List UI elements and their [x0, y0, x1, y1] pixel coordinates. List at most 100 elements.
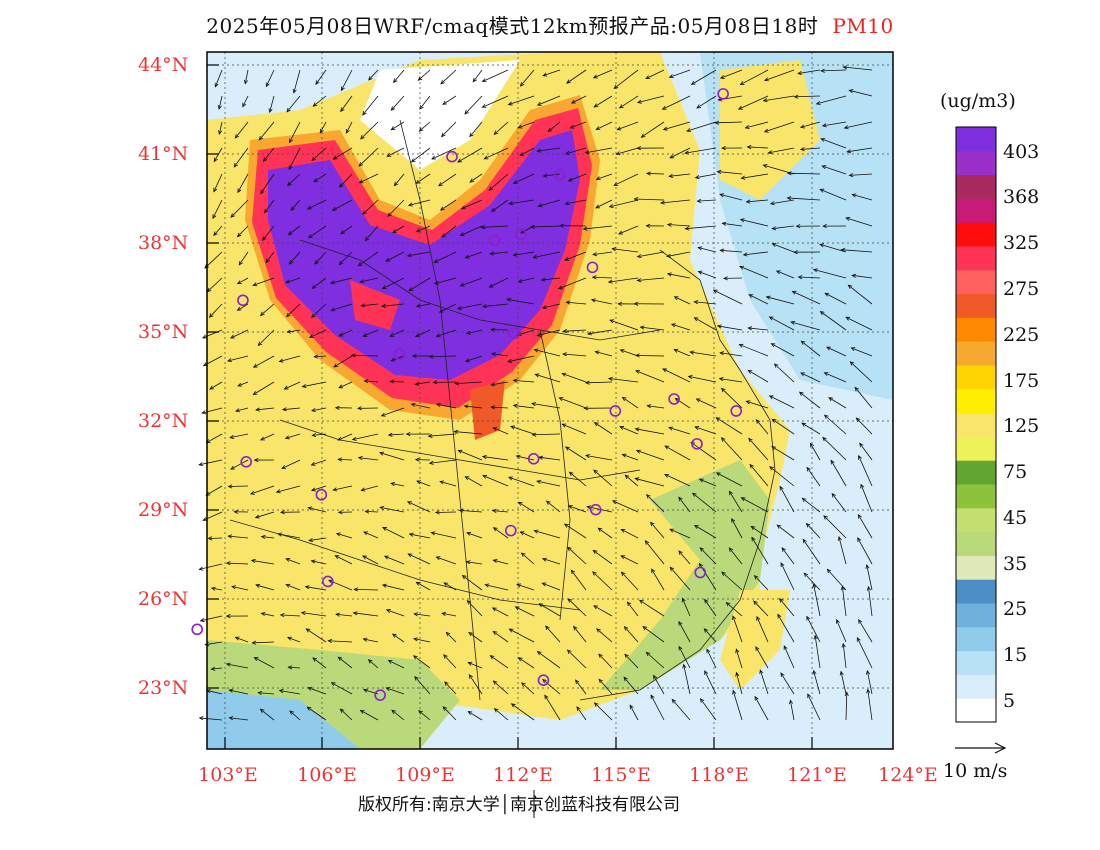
wind-arrow	[596, 628, 613, 643]
wind-arrow	[651, 568, 665, 591]
wind-arrow	[704, 599, 717, 617]
wind-arrow	[253, 381, 275, 395]
wind-arrow	[360, 277, 379, 283]
wind-arrow	[518, 277, 535, 283]
wind-arrow	[646, 652, 665, 669]
wind-arrow	[466, 329, 483, 334]
wind-arrow	[313, 173, 327, 183]
wind-arrow	[252, 277, 275, 286]
wind-arrow-head	[740, 175, 746, 180]
wind-arrow-head	[357, 262, 363, 267]
wind-vectors	[198, 65, 873, 721]
colorbar-bin	[956, 222, 996, 247]
wind-arrow	[850, 361, 873, 383]
wind-arrow	[636, 450, 665, 461]
wind-arrow-head	[689, 350, 695, 355]
colorbar-bin	[956, 127, 996, 152]
wind-arrow-head	[634, 427, 640, 432]
wind-arrow-head	[673, 348, 679, 353]
wind-arrow-head	[831, 492, 836, 498]
wind-arrow-head	[826, 568, 832, 574]
wind-arrow	[442, 95, 457, 105]
wind-arrow	[823, 515, 847, 539]
wind-arrow-head	[704, 598, 709, 604]
wind-arrow-head	[408, 532, 414, 537]
wind-arrow-head	[621, 453, 627, 458]
wind-arrow	[465, 251, 483, 259]
wind-arrow	[776, 524, 795, 539]
wind-arrow	[810, 443, 821, 461]
wind-arrow	[212, 199, 223, 219]
wind-arrow-head	[662, 368, 667, 373]
wind-arrow-head	[338, 332, 344, 337]
wind-arrow	[859, 443, 873, 461]
wind-arrow	[353, 612, 379, 617]
wind-arrow-head	[777, 613, 782, 619]
wind-arrow-head	[277, 532, 283, 537]
wind-arrow-head	[636, 99, 642, 104]
wind-arrow-head	[562, 352, 567, 357]
wind-arrow	[489, 277, 509, 288]
wind-arrow	[755, 646, 769, 669]
wind-arrow	[468, 662, 483, 669]
wind-arrow-head	[664, 445, 670, 450]
wind-arrow-head	[595, 126, 601, 130]
wind-arrow-head	[433, 259, 439, 263]
wind-arrow	[280, 614, 301, 617]
wind-arrow	[598, 653, 613, 669]
wind-arrow-head	[466, 330, 471, 335]
wind-arrow-head	[519, 152, 525, 157]
wind-arrow	[287, 173, 301, 186]
wind-arrow	[482, 95, 509, 108]
wind-arrow	[721, 437, 743, 461]
wind-arrow-head	[428, 460, 434, 465]
wind-arrow-head	[465, 560, 471, 565]
wind-arrow	[624, 626, 639, 643]
concentration-field	[207, 52, 893, 749]
city-station-marker	[446, 150, 458, 163]
wind-arrow-head	[352, 611, 358, 616]
wind-arrow	[774, 363, 795, 383]
wind-arrow	[787, 197, 821, 201]
wind-arrow	[856, 637, 873, 669]
wind-arrow	[776, 270, 795, 279]
wind-arrow	[460, 277, 483, 287]
wind-arrow	[858, 514, 873, 539]
wind-arrow	[459, 509, 483, 513]
wind-arrow	[541, 277, 561, 281]
wind-arrow-head	[362, 110, 367, 116]
wind-arrow-head	[623, 626, 629, 631]
wind-arrow	[858, 455, 873, 487]
wind-arrow-head	[507, 358, 513, 363]
colorbar-bin	[956, 293, 996, 318]
wind-arrow	[748, 327, 769, 331]
wind-arrow-head	[255, 583, 261, 588]
wind-arrow	[489, 173, 509, 191]
wind-arrow	[732, 690, 743, 721]
wind-arrow-head	[311, 408, 316, 413]
lat-label-44: 44°N	[138, 54, 189, 76]
wind-arrow-head	[714, 120, 720, 125]
wind-arrow-head	[391, 633, 397, 638]
wind-arrow-head	[512, 252, 518, 257]
wind-arrow-head	[460, 205, 466, 210]
wind-arrow	[282, 407, 301, 411]
wind-arrow-head	[592, 252, 598, 257]
wind-arrow-head	[258, 135, 264, 141]
wind-arrow-head	[278, 358, 284, 363]
wind-arrow	[493, 631, 509, 643]
wind-arrow	[748, 438, 769, 461]
wind-arrow	[844, 121, 873, 129]
wind-arrow	[822, 121, 847, 127]
wind-arrow-head	[739, 218, 745, 223]
wind-arrow-head	[259, 708, 265, 714]
wind-arrow-head	[723, 276, 728, 281]
wind-arrow-head	[531, 432, 537, 437]
wind-arrow	[751, 526, 769, 539]
wind-arrow-head	[339, 183, 344, 188]
wind-arrow-head	[790, 320, 796, 325]
wind-arrow	[616, 147, 639, 155]
wind-arrow	[685, 147, 717, 154]
wind-arrow	[746, 199, 769, 203]
wind-arrow-head	[545, 500, 551, 505]
